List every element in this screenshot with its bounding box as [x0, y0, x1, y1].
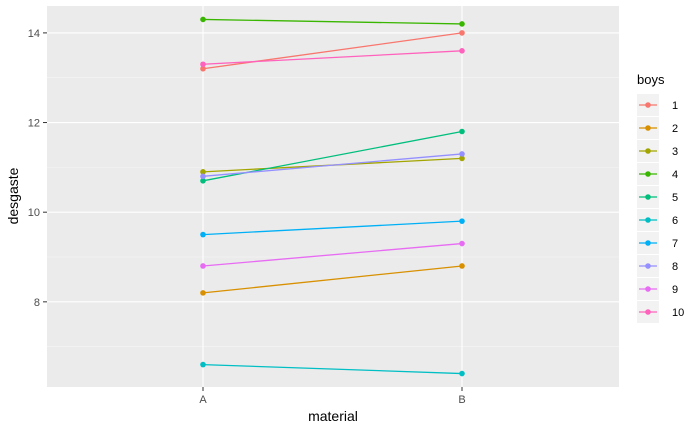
legend-label: 2 — [672, 123, 678, 135]
series-line-1 — [202, 32, 463, 70]
y-axis-title: desgaste — [5, 167, 21, 224]
data-point-8 — [200, 173, 206, 180]
data-point-8 — [459, 151, 465, 157]
legend-label: 8 — [672, 261, 678, 273]
series-line-6 — [202, 363, 463, 375]
legend-item-10: 10 — [637, 301, 684, 323]
legend-key-point — [645, 286, 651, 292]
plot-panel — [47, 6, 619, 387]
legend-item-2: 2 — [637, 117, 678, 139]
data-point-1 — [459, 30, 465, 36]
data-point-9 — [459, 240, 465, 247]
data-point-5 — [200, 178, 206, 184]
data-point-3 — [459, 155, 465, 162]
data-point-7 — [200, 231, 206, 238]
data-point-4 — [200, 16, 206, 23]
data-point-1 — [200, 65, 206, 72]
legend-title: boys — [637, 72, 665, 87]
data-point-3 — [200, 169, 206, 175]
data-point-2 — [459, 263, 465, 269]
legend-item-3: 3 — [637, 140, 678, 162]
legend-label: 9 — [672, 284, 678, 296]
legend-item-6: 6 — [637, 209, 678, 231]
x-tick-label: A — [199, 394, 207, 406]
y-tick-label: 12 — [28, 118, 40, 130]
data-point-10 — [200, 61, 206, 68]
data-point-5 — [459, 128, 465, 135]
legend-item-5: 5 — [637, 186, 678, 208]
series-lines — [202, 18, 463, 375]
legend-item-1: 1 — [637, 94, 678, 116]
y-tick-label: 8 — [34, 297, 40, 309]
legend-item-9: 9 — [637, 278, 678, 300]
legend-key-point — [645, 102, 651, 108]
legend-key-point — [645, 194, 651, 200]
y-axis: 8 10 12 14 — [28, 28, 47, 309]
legend-key-point — [645, 263, 651, 269]
legend-label: 3 — [672, 146, 678, 158]
series-line-9 — [202, 242, 463, 267]
data-point-6 — [200, 361, 206, 368]
legend-label: 7 — [672, 238, 678, 250]
legend-key-point — [645, 217, 651, 223]
series-line-8 — [202, 153, 463, 177]
legend-key-point — [645, 148, 651, 154]
legend-key-point — [645, 125, 651, 131]
data-point-7 — [459, 218, 465, 224]
legend-label: 5 — [672, 192, 678, 204]
legend-label: 6 — [672, 215, 678, 227]
y-tick-label: 10 — [28, 207, 40, 219]
data-point-9 — [200, 263, 206, 269]
x-tick-label: B — [458, 394, 465, 406]
legend-label: 1 — [672, 100, 678, 112]
minor-gridlines — [47, 77, 619, 347]
y-tick-label: 14 — [28, 28, 40, 40]
series-line-10 — [202, 50, 463, 65]
legend-label: 4 — [672, 169, 678, 181]
series-line-2 — [202, 265, 463, 294]
series-points — [200, 16, 465, 377]
data-point-4 — [459, 21, 465, 27]
legend-key-point — [645, 309, 651, 315]
data-point-2 — [200, 290, 206, 296]
legend-item-4: 4 — [637, 163, 678, 185]
legend-label: 10 — [672, 307, 684, 319]
legend-item-7: 7 — [637, 232, 678, 254]
legend: boys 1 2 3 4 5 6 7 8 9 10 — [637, 72, 684, 323]
legend-key-point — [645, 240, 651, 246]
major-gridlines — [47, 6, 619, 387]
series-line-7 — [202, 220, 463, 236]
x-axis-title: material — [308, 408, 358, 424]
data-point-6 — [459, 370, 465, 377]
data-point-10 — [459, 48, 465, 54]
series-line-4 — [202, 18, 463, 25]
legend-item-8: 8 — [637, 255, 678, 277]
legend-key-point — [645, 171, 651, 177]
